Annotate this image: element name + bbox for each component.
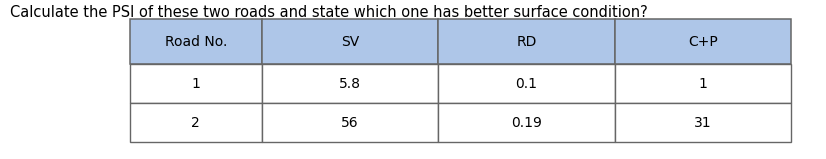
Text: 1: 1: [192, 77, 200, 91]
Bar: [130, 64, 262, 103]
Text: 2: 2: [192, 116, 200, 130]
Bar: [439, 19, 615, 64]
Bar: [615, 103, 791, 142]
Bar: [439, 64, 615, 103]
Bar: [130, 19, 262, 64]
Bar: [615, 19, 791, 64]
Bar: [262, 19, 439, 64]
Text: Calculate the PSI of these two roads and state which one has better surface cond: Calculate the PSI of these two roads and…: [10, 5, 648, 20]
Bar: [130, 103, 262, 142]
Text: 5.8: 5.8: [339, 77, 361, 91]
Text: Road No.: Road No.: [164, 35, 227, 49]
Text: 31: 31: [694, 116, 712, 130]
Bar: [439, 103, 615, 142]
Text: 1: 1: [699, 77, 707, 91]
Text: SV: SV: [341, 35, 359, 49]
Text: 0.1: 0.1: [515, 77, 538, 91]
Text: RD: RD: [516, 35, 537, 49]
Text: 56: 56: [341, 116, 358, 130]
Text: 0.19: 0.19: [511, 116, 542, 130]
Bar: [262, 64, 439, 103]
Bar: [615, 64, 791, 103]
Text: C+P: C+P: [688, 35, 718, 49]
Bar: [262, 103, 439, 142]
